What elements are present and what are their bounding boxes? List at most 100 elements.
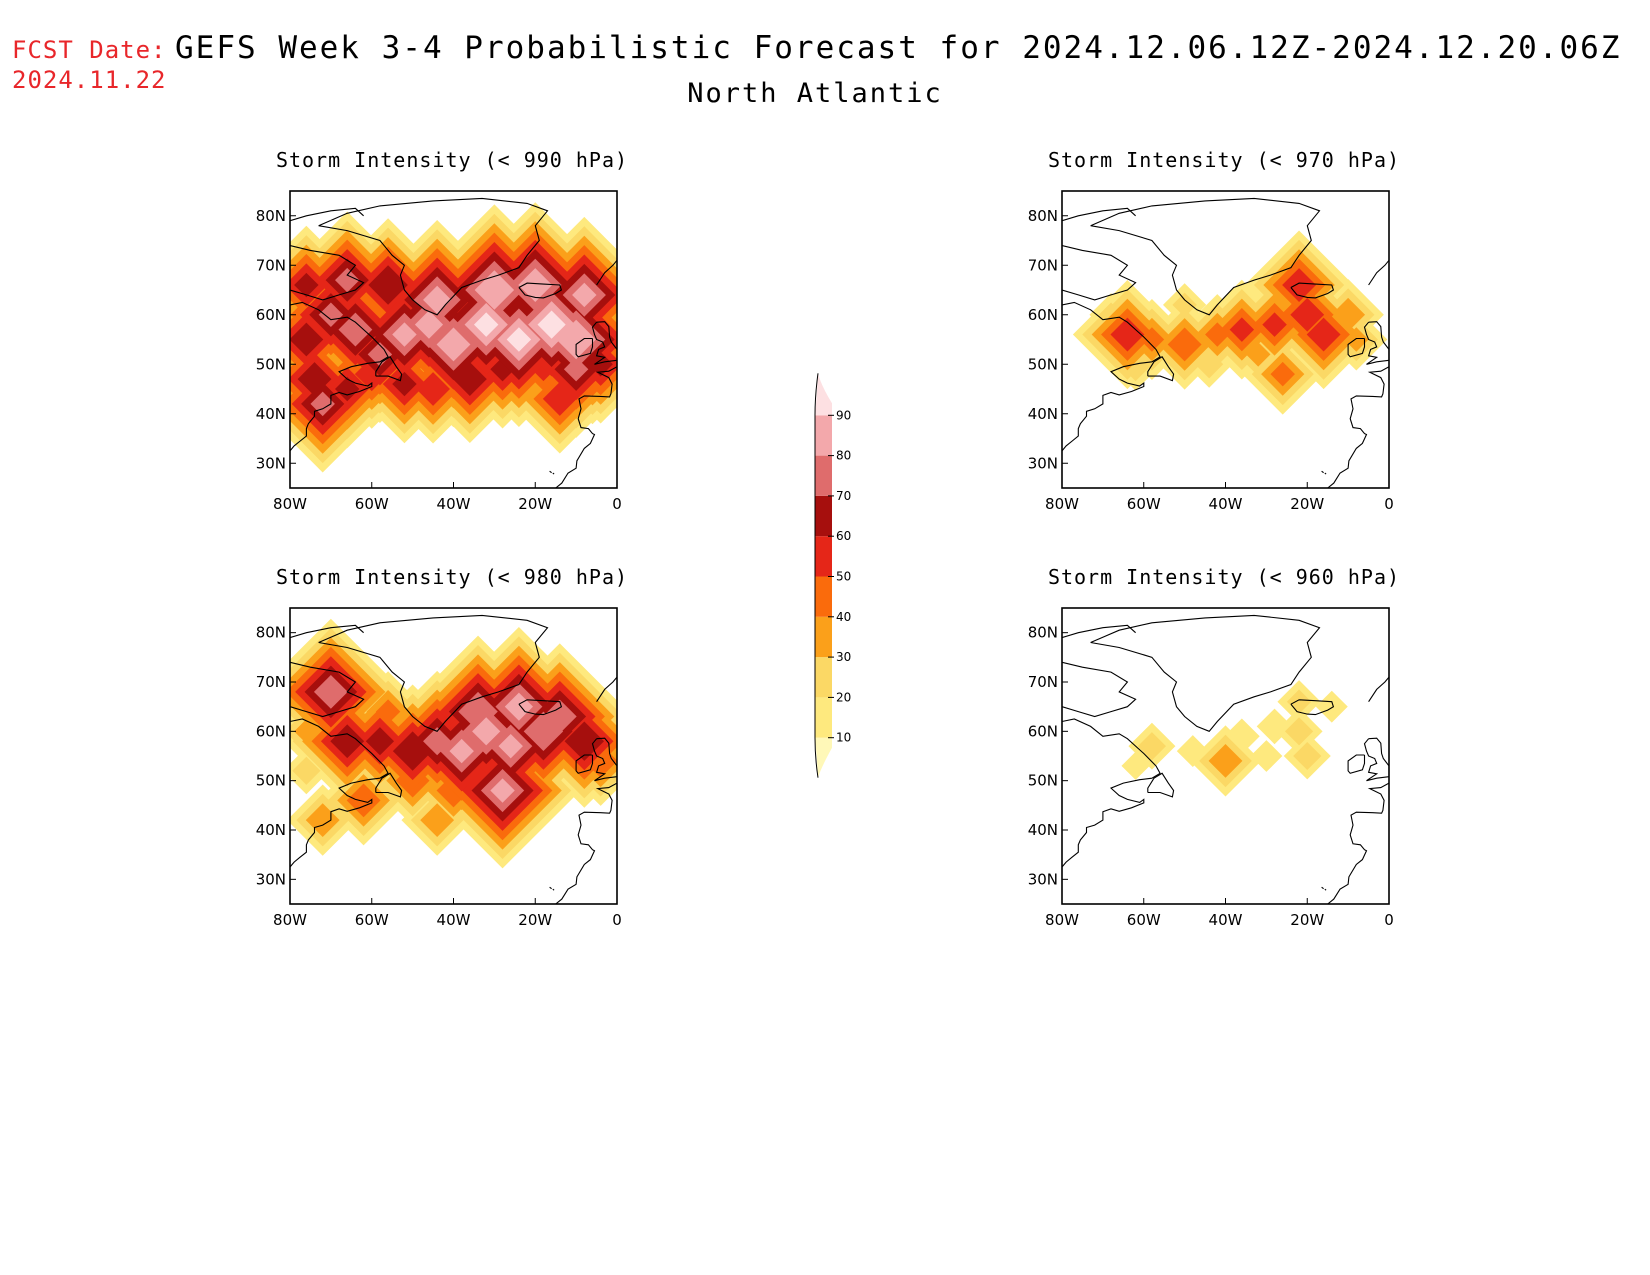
panel-2: Storm Intensity (< 970 hPa) 80N 70N 60N 50N 4… <box>1028 148 1400 513</box>
contour-shell <box>1282 268 1316 302</box>
coastline <box>1290 282 1335 299</box>
y-tick-label: 50N <box>1028 355 1058 373</box>
coastline <box>518 282 563 299</box>
contour-shell <box>367 342 393 367</box>
contour-shell <box>556 319 596 360</box>
coastline <box>575 337 594 358</box>
coastline <box>1324 472 1327 475</box>
contour-shell <box>518 268 553 302</box>
x-tick-label: 0 <box>612 911 622 929</box>
contour-shell <box>368 265 408 305</box>
contour-shell <box>292 756 321 785</box>
contour-shell <box>365 727 395 756</box>
colorbar: 10 20 30 40 50 60 70 80 90 <box>814 373 851 778</box>
contour-shell <box>1137 732 1167 761</box>
coastline <box>1363 321 1389 365</box>
contour-shell <box>423 285 452 315</box>
x-tick-label: 80W <box>273 911 307 929</box>
coastline <box>375 772 403 798</box>
colorbar-tick-label: 60 <box>836 529 851 543</box>
coastline <box>1327 782 1389 904</box>
contour-shell <box>1284 717 1314 746</box>
contour-shell <box>523 711 564 752</box>
coastline <box>290 301 389 452</box>
contour-shell <box>338 312 373 347</box>
coastline <box>555 366 617 488</box>
contour-shell <box>335 376 360 402</box>
y-tick-label: 40N <box>256 821 286 839</box>
colorbar-tick-label: 20 <box>836 690 851 704</box>
coastline <box>596 259 617 286</box>
colorbar-segment <box>815 576 832 617</box>
coastline <box>1062 244 1137 301</box>
coastline <box>1062 718 1161 868</box>
contour-shell <box>1229 317 1255 342</box>
colorbar-tick-label: 90 <box>836 408 851 422</box>
colorbar-segment <box>815 455 832 496</box>
panel-title: Storm Intensity (< 990 hPa) <box>276 148 628 172</box>
x-tick-label: 60W <box>1127 911 1161 929</box>
coastline <box>290 624 364 639</box>
colorbar-segment <box>815 536 832 577</box>
coastline <box>318 614 549 732</box>
contour-shell <box>420 803 455 838</box>
y-tick-label: 50N <box>256 772 286 790</box>
contour-shell <box>414 310 444 339</box>
x-tick-label: 80W <box>273 495 307 513</box>
panel-3: Storm Intensity (< 980 hPa) 80N 70N 60N 50N 4… <box>256 565 627 929</box>
coastline <box>1321 470 1324 474</box>
coastline <box>552 888 555 891</box>
coastline <box>1368 737 1389 776</box>
x-tick-label: 0 <box>1384 911 1394 929</box>
contour-shell <box>330 724 365 759</box>
coastline <box>290 207 364 222</box>
colorbar-tick-label: 30 <box>836 650 851 664</box>
coastline <box>1363 738 1389 782</box>
y-tick-label: 80N <box>256 207 286 225</box>
contour-shell <box>346 783 381 818</box>
contour-shell <box>1262 312 1287 337</box>
colorbar-segment <box>815 657 832 698</box>
y-tick-label: 80N <box>1028 207 1058 225</box>
coastline <box>1327 366 1389 488</box>
coastline <box>290 661 365 718</box>
coastline <box>1347 337 1366 358</box>
y-tick-label: 60N <box>256 306 286 324</box>
colorbar-tick-label: 70 <box>836 489 851 503</box>
probability-field <box>1121 680 1348 797</box>
panel-1: Storm Intensity (< 990 hPa) 80N 70N 60N 50N 4… <box>256 148 628 513</box>
contour-shell <box>1331 297 1366 332</box>
contour-shell <box>1293 741 1322 771</box>
y-tick-label: 50N <box>1028 772 1058 790</box>
coastlines <box>290 614 617 904</box>
colorbar-segment <box>815 616 832 658</box>
x-tick-label: 40W <box>437 911 471 929</box>
coastlines <box>1062 197 1389 488</box>
coastline <box>596 676 617 703</box>
y-tick-label: 50N <box>256 355 286 373</box>
panel-title: Storm Intensity (< 970 hPa) <box>1048 148 1400 172</box>
contour-shell <box>392 371 417 397</box>
contour-shell <box>1172 292 1197 318</box>
region-subtitle: North Atlantic <box>687 78 943 109</box>
contour-shell <box>1121 751 1150 780</box>
x-tick-label: 40W <box>437 495 471 513</box>
coastline <box>1147 772 1175 798</box>
y-tick-label: 30N <box>256 870 286 888</box>
coastline <box>552 472 555 475</box>
colorbar-segment <box>815 737 832 778</box>
probability-field <box>1072 230 1388 415</box>
x-tick-label: 40W <box>1209 495 1243 513</box>
contour-shell <box>490 778 515 803</box>
contour-shell <box>1306 317 1341 352</box>
colorbar-segment <box>815 495 832 537</box>
contour-shell <box>1290 297 1325 332</box>
probability-field <box>290 202 617 473</box>
contour-shell <box>436 327 471 362</box>
colorbar-segment <box>815 415 832 456</box>
y-tick-label: 30N <box>1028 454 1058 472</box>
contour-shell <box>294 272 319 298</box>
coastline <box>1347 754 1366 774</box>
contour-shell <box>310 391 335 417</box>
